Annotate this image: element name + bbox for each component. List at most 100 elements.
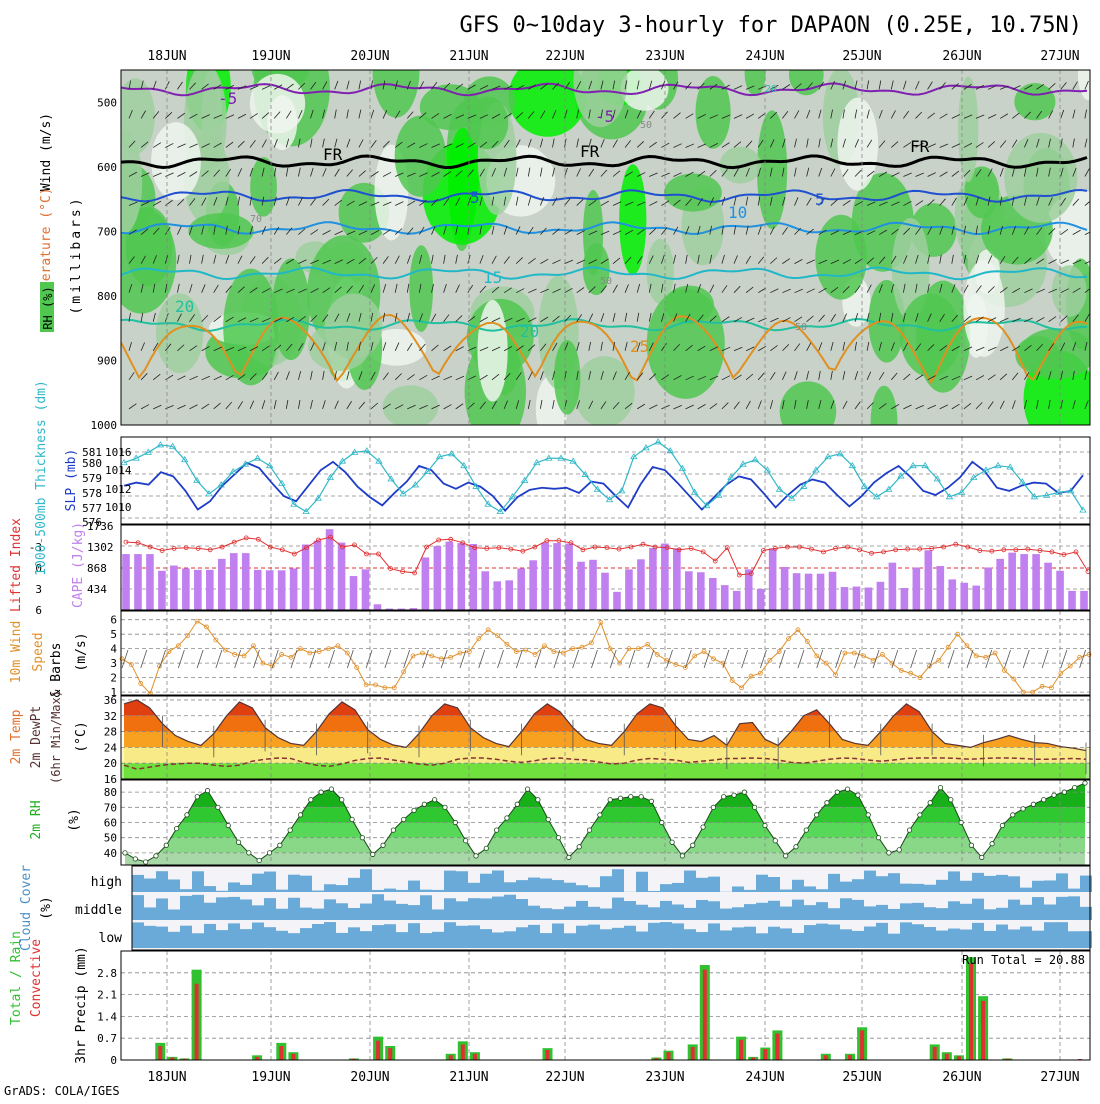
tick-label: 32 (104, 710, 117, 723)
cloud-cell (900, 922, 912, 948)
cape-bar (757, 589, 765, 610)
cloud-cell (372, 890, 384, 892)
rh-point (691, 843, 695, 847)
tick-label: 434 (87, 583, 107, 596)
cape-bar (1044, 563, 1052, 610)
rh-region (383, 385, 439, 428)
cloud-cell (984, 909, 996, 920)
cape-bar (1032, 554, 1040, 610)
precip-conv-bar (195, 984, 199, 1060)
cloud-cell (732, 907, 744, 920)
cloud-cell (936, 908, 948, 920)
slp-axis-label: SLP (mb) (64, 449, 79, 512)
tick-label: 24 (104, 741, 118, 754)
rh-region (619, 164, 646, 275)
cloud-cell (732, 927, 744, 948)
precip-conv-bar (969, 963, 973, 1060)
cloud-cell (360, 869, 372, 892)
bottom-date-label: 24JUN (745, 1070, 784, 1085)
cape-bar (565, 544, 573, 610)
rh-point (381, 843, 385, 847)
tick-label: 0 (110, 1054, 117, 1067)
cloud-cell (660, 901, 672, 920)
rh-region (103, 130, 142, 235)
rh-point (814, 813, 818, 817)
rh-point (556, 835, 560, 839)
cloud-cell (288, 898, 300, 920)
wind-barb (216, 650, 222, 668)
tick-label: 70 (104, 801, 117, 814)
rh-point (1052, 793, 1056, 797)
rh-point (484, 846, 488, 850)
rh-region (188, 213, 253, 249)
upper-wind-label: Wind (m/s) (39, 113, 54, 191)
rh-point (494, 828, 498, 832)
cloud-cell (924, 927, 936, 948)
wind-barb (760, 650, 766, 668)
cape-bar (793, 573, 801, 610)
cape-bar (170, 566, 178, 610)
rh-point (319, 790, 323, 794)
rh-point (546, 817, 550, 821)
cloud-cell (336, 933, 348, 948)
cape-bar (350, 576, 358, 610)
tick-label: 2 (110, 672, 117, 685)
top-date-label: 18JUN (147, 49, 186, 64)
wind-barb (685, 650, 691, 668)
cloud-cell (264, 927, 276, 948)
bottom-date-label: 20JUN (350, 1070, 389, 1085)
cloud-cell (480, 929, 492, 948)
cape-bar (661, 544, 669, 610)
rh-point (918, 813, 922, 817)
tick-label: 578 (82, 487, 102, 500)
wind-barb (967, 650, 973, 668)
precip-conv-bar (291, 1054, 295, 1060)
cloud-cell (504, 882, 516, 892)
cloud-cell (624, 926, 636, 948)
rh-point (587, 828, 591, 832)
cloud-cell (948, 929, 960, 948)
bottom-date-label: 23JUN (645, 1070, 684, 1085)
contour-label: -5 (595, 107, 614, 126)
cloud-cell (1008, 930, 1020, 948)
cloud-cell (960, 904, 972, 920)
cape-bar (290, 568, 298, 610)
cape-bar (146, 554, 154, 610)
lifted-axis-label: Lifted Index (9, 518, 24, 612)
tick-label: 28 (104, 726, 117, 739)
precip-conv-bar (691, 1047, 695, 1060)
cape-bar (230, 553, 238, 610)
rh-point (629, 794, 633, 798)
wind-barb (798, 650, 804, 668)
wind-barb (385, 650, 391, 668)
cloud-cell (276, 890, 288, 892)
cloud-cell (768, 901, 780, 920)
rh-point (752, 805, 756, 809)
cloud-cell (684, 929, 696, 948)
tick-label: 500 (97, 96, 117, 109)
rh-point (174, 826, 178, 830)
cloud-high-label: high (91, 875, 122, 890)
cloud-cell (924, 885, 936, 892)
tick-label: 4 (110, 643, 117, 656)
cloud-cell (972, 923, 984, 948)
tick-label: 1.4 (97, 1010, 117, 1023)
wind-barb (742, 650, 748, 668)
tick-label: 80 (104, 786, 117, 799)
cape-bar (913, 567, 921, 610)
contour-label: FR (323, 145, 343, 164)
wind-barb (516, 650, 522, 668)
rh-point (1083, 781, 1087, 785)
cloud-cell (192, 895, 204, 920)
rh-point (845, 787, 849, 791)
rh-region (958, 76, 978, 182)
cloud-cell (456, 901, 468, 920)
cloud-cell (408, 923, 420, 948)
wind-barb (648, 650, 654, 668)
cloud-cell (744, 890, 756, 892)
cloud-cell (432, 909, 444, 920)
cloud-cell (576, 885, 588, 892)
cloud-cell (900, 903, 912, 920)
